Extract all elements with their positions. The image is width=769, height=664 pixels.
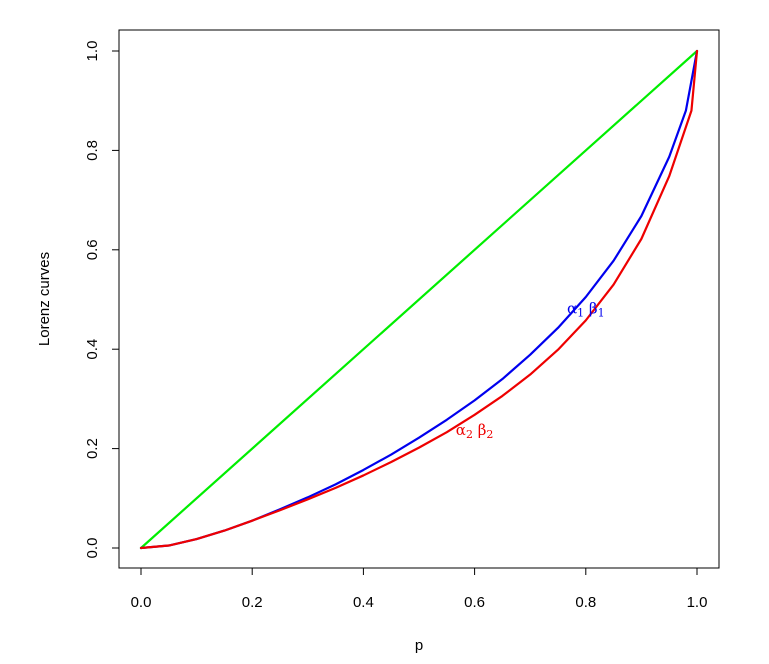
y-axis-label: Lorenz curves: [36, 252, 53, 346]
x-tick-label: 1.0: [687, 594, 708, 611]
x-tick-label: 0.6: [464, 594, 485, 611]
x-axis: 0.0 0.2 0.4 0.6 0.8 1.0: [131, 567, 708, 611]
x-axis-label: p: [415, 637, 423, 654]
x-tick-label: 0.4: [353, 594, 374, 611]
y-tick-label: 0.0: [84, 538, 101, 559]
series-line-3: [139, 49, 699, 550]
series-layer: [139, 49, 699, 550]
x-tick-label: 0.2: [242, 594, 263, 611]
y-tick-label: 1.0: [84, 41, 101, 62]
y-tick-label: 0.4: [84, 339, 101, 360]
x-tick-label: 0.8: [575, 594, 596, 611]
annotation-layer: α1 β1 α2 β2: [456, 299, 605, 443]
y-tick-label: 0.8: [84, 140, 101, 161]
curve-annotation-1: α1 β1: [567, 299, 605, 321]
series-line-1: [139, 49, 699, 550]
y-tick-label: 0.2: [84, 438, 101, 459]
y-tick-label: 0.6: [84, 239, 101, 260]
curve-annotation-2: α2 β2: [456, 421, 494, 443]
y-axis: 0.0 0.2 0.4 0.6 0.8 1.0: [84, 41, 120, 559]
x-tick-label: 0.0: [131, 594, 152, 611]
